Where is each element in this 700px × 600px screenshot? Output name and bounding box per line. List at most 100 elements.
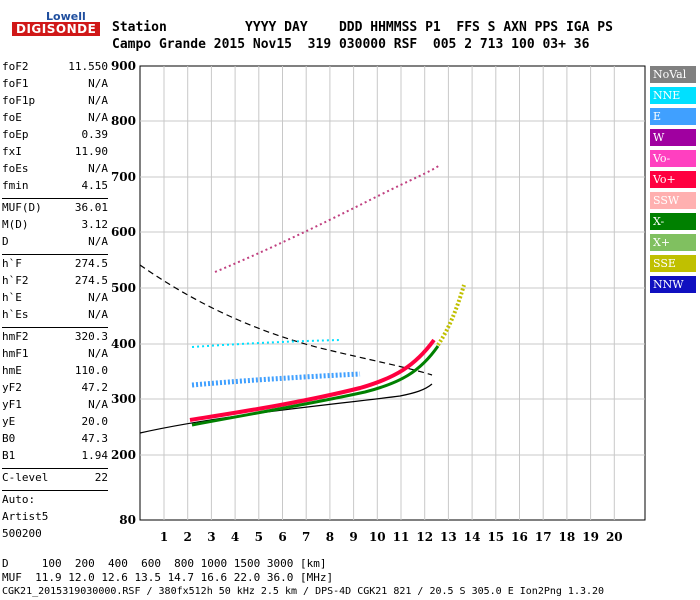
y-tick-label: 200 xyxy=(111,448,136,462)
x-tick-label: 20 xyxy=(606,530,623,544)
x-tick-label: 18 xyxy=(559,530,576,544)
legend-item: NoVal xyxy=(650,66,696,83)
param-row: MUF(D) 36.01 xyxy=(2,201,108,218)
x-tick-label: 5 xyxy=(255,530,263,544)
param-key: foEp xyxy=(2,128,29,141)
o-trace xyxy=(189,338,436,422)
param-key: B1 xyxy=(2,449,16,462)
param-row: h`Es N/A xyxy=(2,308,108,325)
param-value: N/A xyxy=(88,162,108,175)
y-tick-label: 900 xyxy=(111,59,136,73)
header-row-2: Campo Grande 2015 Nov15 319 030000 RSF 0… xyxy=(112,37,590,52)
param-value: 1.94 xyxy=(81,449,109,462)
param-value: 22 xyxy=(94,471,108,484)
param-key: hmF2 xyxy=(2,330,29,343)
muf-curve xyxy=(139,264,433,376)
param-row: h`F 274.5 xyxy=(2,257,108,274)
sse-trace xyxy=(436,284,466,347)
param-row: foF1p N/A xyxy=(2,94,108,111)
gridlines xyxy=(140,66,645,520)
param-separator xyxy=(2,490,108,491)
x-tick-label: 11 xyxy=(393,530,410,544)
param-value: N/A xyxy=(88,111,108,124)
legend-item: NNW xyxy=(650,276,696,293)
param-value: 11.90 xyxy=(74,145,108,158)
y-tick-label: 600 xyxy=(111,225,136,239)
param-value: 47.2 xyxy=(81,381,109,394)
param-value: 274.5 xyxy=(74,257,108,270)
param-value: N/A xyxy=(88,291,108,304)
param-row: M(D) 3.12 xyxy=(2,218,108,235)
x-tick-label: 2 xyxy=(184,530,192,544)
param-row: foEs N/A xyxy=(2,162,108,179)
param-key: Artist5 xyxy=(2,510,49,523)
legend-item: NNE xyxy=(650,87,696,104)
param-key: h`E xyxy=(2,291,22,304)
profile-curve xyxy=(139,383,433,434)
param-key: h`F2 xyxy=(2,274,29,287)
legend-item: X- xyxy=(650,213,696,230)
param-key: Auto: xyxy=(2,493,36,506)
x-tick-label: 10 xyxy=(369,530,386,544)
param-key: hmE xyxy=(2,364,22,377)
param-value: N/A xyxy=(88,347,108,360)
x-tick-label: 1 xyxy=(160,530,168,544)
y-tick-label: 800 xyxy=(111,114,136,128)
param-key: yF2 xyxy=(2,381,22,394)
y-tick-label: 300 xyxy=(111,392,136,406)
parameter-table: foF2 11.550 foF1 N/A foF1p N/A foE N/A foEp 0.39 f… xyxy=(2,60,108,544)
x-tick-label: 12 xyxy=(416,530,433,544)
param-row: yF1 N/A xyxy=(2,398,108,415)
param-value: 20.0 xyxy=(81,415,109,428)
param-key: foE xyxy=(2,111,22,124)
param-row: fxI 11.90 xyxy=(2,145,108,162)
param-row: foF2 11.550 xyxy=(2,60,108,77)
param-value: 110.0 xyxy=(74,364,108,377)
file-info-row: CGK21_2015319030000.RSF / 380fx512h 50 k… xyxy=(2,586,605,597)
param-separator xyxy=(2,198,108,199)
param-key: D xyxy=(2,235,9,248)
param-row: foE N/A xyxy=(2,111,108,128)
tick-labels: 1 2 3 4 5 6 7 8 9 10 11 12 13 14 15 16 17 18 19 20900800700… xyxy=(111,59,623,544)
param-key: foEs xyxy=(2,162,29,175)
param-row: hmF1 N/A xyxy=(2,347,108,364)
x-trace xyxy=(191,345,440,427)
y-tick-label: 500 xyxy=(111,281,136,295)
param-row: C-level 22 xyxy=(2,471,108,488)
param-value: N/A xyxy=(88,235,108,248)
param-value: 274.5 xyxy=(74,274,108,287)
param-separator xyxy=(2,254,108,255)
param-key: yF1 xyxy=(2,398,22,411)
param-key: foF2 xyxy=(2,60,29,73)
x-tick-label: 6 xyxy=(278,530,286,544)
distance-row: D 100 200 400 600 800 1000 1500 3000 [km… xyxy=(2,557,327,570)
param-key: h`Es xyxy=(2,308,29,321)
param-value: N/A xyxy=(88,94,108,107)
param-value: 36.01 xyxy=(74,201,108,214)
param-key: MUF(D) xyxy=(2,201,42,214)
x-tick-label: 16 xyxy=(511,530,528,544)
x-tick-label: 13 xyxy=(440,530,457,544)
param-key: C-level xyxy=(2,471,49,484)
legend-item: Vo+ xyxy=(650,171,696,188)
x-tick-label: 3 xyxy=(207,530,215,544)
param-row: h`F2 274.5 xyxy=(2,274,108,291)
param-row: 500200 xyxy=(2,527,108,544)
x-tick-label: 15 xyxy=(487,530,504,544)
x-tick-label: 4 xyxy=(231,530,239,544)
param-row: yF2 47.2 xyxy=(2,381,108,398)
param-key: h`F xyxy=(2,257,22,270)
param-row: foF1 N/A xyxy=(2,77,108,94)
x-tick-label: 9 xyxy=(349,530,357,544)
param-value: 3.12 xyxy=(81,218,109,231)
legend-item: W xyxy=(650,129,696,146)
param-key: yE xyxy=(2,415,16,428)
param-row: foEp 0.39 xyxy=(2,128,108,145)
param-key: M(D) xyxy=(2,218,29,231)
muf-row: MUF 11.9 12.0 12.6 13.5 14.7 16.6 22.0 3… xyxy=(2,571,334,584)
second-hop-trace xyxy=(214,164,441,273)
param-row: B1 1.94 xyxy=(2,449,108,466)
nne-trace xyxy=(191,339,341,348)
param-key: foF1p xyxy=(2,94,36,107)
